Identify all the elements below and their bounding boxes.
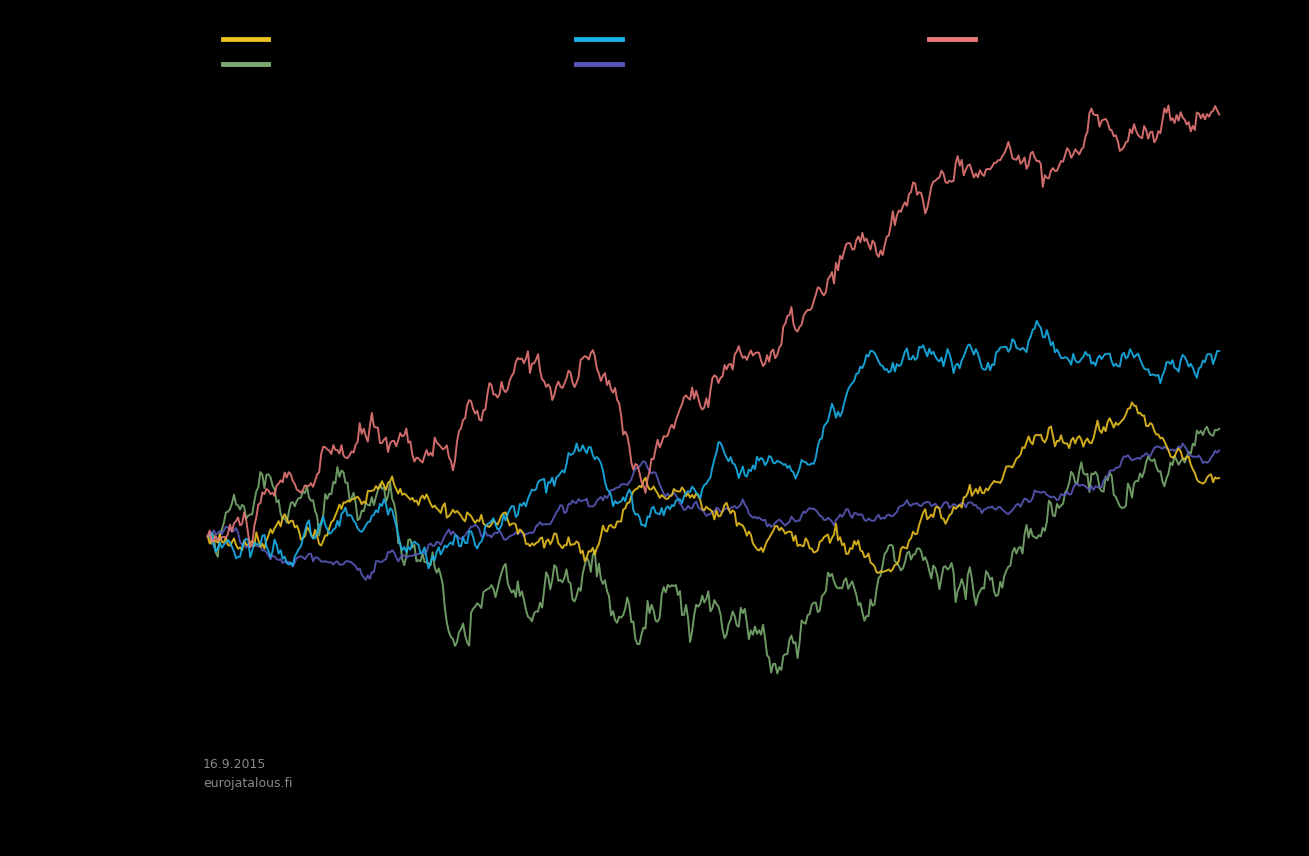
Text: 16.9.2015
eurojatalous.fi: 16.9.2015 eurojatalous.fi [203, 758, 292, 789]
